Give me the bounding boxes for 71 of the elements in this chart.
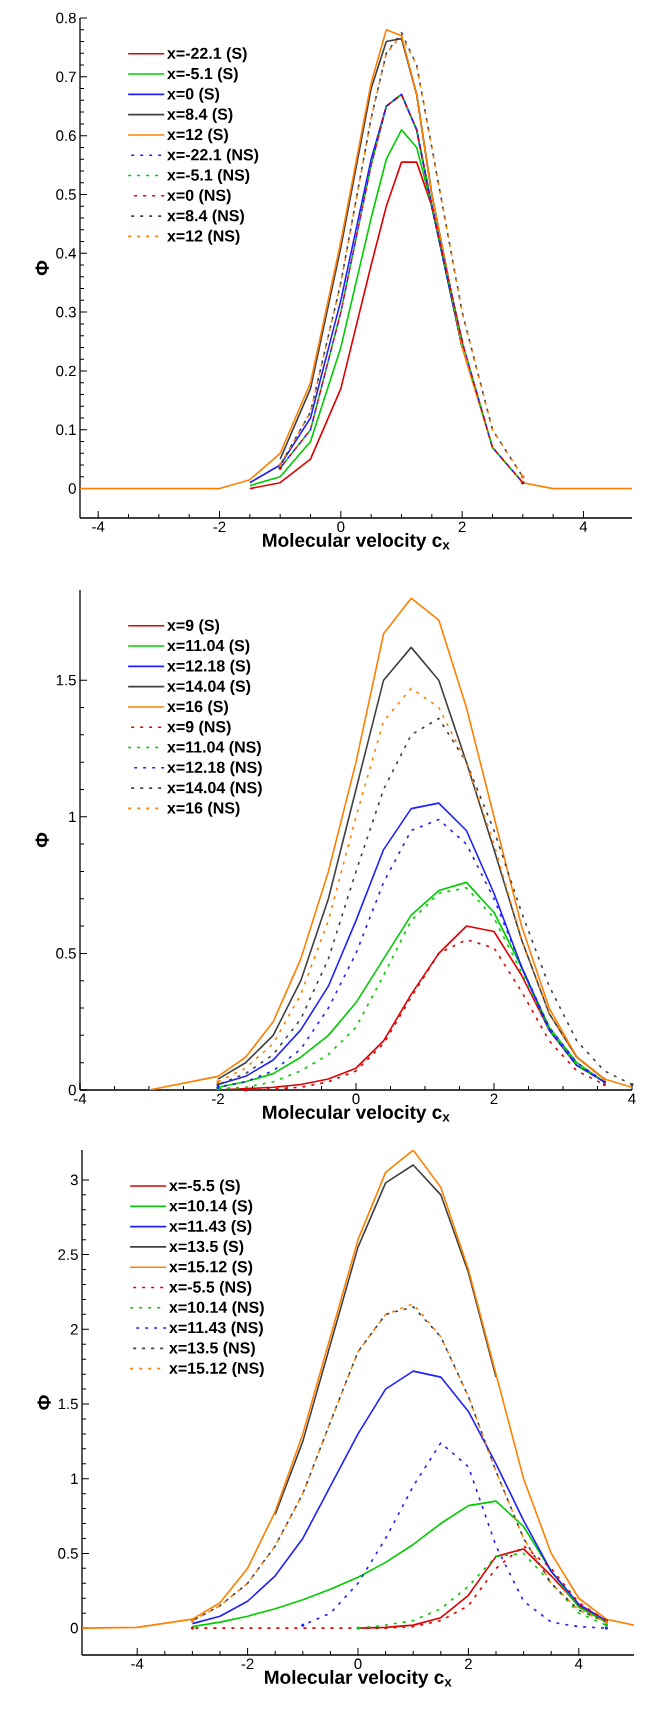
x-tick-label: 2	[464, 1658, 472, 1670]
legend-label: x=-5.1 (NS)	[167, 168, 250, 184]
legend-label: x=-5.5 (NS)	[169, 1280, 252, 1296]
y-tick-label: 0.6	[56, 130, 76, 141]
legend-label: x=8.4 (S)	[167, 108, 233, 124]
x-tick-label: 4	[574, 1658, 583, 1669]
x-tick-label: 0	[337, 521, 345, 533]
y-tick-label: 0.3	[56, 306, 76, 318]
y-tick-label: 1	[71, 1473, 78, 1484]
legend-label: x=9 (S)	[167, 619, 220, 635]
y-tick-label: 0.5	[58, 1548, 78, 1559]
legend-label: x=15.12 (NS)	[169, 1362, 264, 1378]
x-tick-label: -4	[131, 1658, 144, 1669]
x-tick-label: -2	[211, 1093, 224, 1105]
legend-label: x=-5.5 (S)	[169, 1179, 240, 1195]
y-tick-label: 0.5	[56, 189, 76, 200]
x-tick-label: -4	[73, 1093, 87, 1104]
y-tick-label: 1	[69, 811, 76, 822]
y-axis-title: Φ	[37, 1395, 51, 1410]
y-tick-label: 2	[70, 1324, 78, 1335]
x-axis-title: Molecular velocity c$_{x}$	[265, 1670, 452, 1688]
legend-label: x=13.5 (S)	[169, 1240, 244, 1256]
legend-label: x=13.5 (NS)	[169, 1341, 255, 1357]
legend-label: x=14.04 (NS)	[167, 781, 262, 797]
y-axis-title: Φ	[35, 832, 49, 848]
x-tick-label: -2	[213, 521, 226, 533]
legend-label: x=16 (NS)	[167, 801, 240, 817]
legend-label: x=16 (S)	[167, 700, 228, 716]
legend-label: x=11.43 (S)	[169, 1220, 252, 1235]
legend-label: x=11.04 (NS)	[167, 740, 261, 756]
legend-label: x=-22.1 (S)	[167, 47, 247, 63]
x-tick-label: 2	[458, 521, 466, 533]
legend-label: x=12 (S)	[167, 128, 228, 144]
y-axis-title: Φ	[35, 260, 49, 276]
legend-label: x=10.14 (S)	[169, 1199, 253, 1215]
x-tick-label: 4	[628, 1093, 636, 1104]
legend-label: x=11.43 (NS)	[169, 1321, 263, 1337]
y-tick-label: 0.5	[56, 948, 76, 959]
legend-label: x=11.04 (S)	[167, 639, 250, 655]
x-tick-label: 2	[490, 1093, 498, 1105]
y-tick-label: 1.5	[56, 674, 76, 686]
legend-label: x=12.18 (S)	[167, 659, 251, 675]
legend-label: x=-22.1 (NS)	[167, 148, 259, 164]
legend-label: x=0 (NS)	[167, 189, 231, 205]
y-tick-label: 0.8	[56, 12, 76, 24]
x-tick-label: -2	[241, 1658, 254, 1670]
y-tick-label: 0	[70, 1622, 78, 1634]
y-tick-label: 0.7	[56, 71, 76, 83]
legend-label: x=9 (NS)	[167, 720, 231, 736]
legend-label: x=12.18 (NS)	[167, 761, 262, 777]
legend-label: x=-5.1 (S)	[167, 67, 238, 83]
y-tick-label: 0.1	[56, 424, 76, 436]
legend-label: x=0 (S)	[167, 87, 220, 103]
y-tick-label: 3	[70, 1174, 78, 1186]
x-tick-label: -4	[92, 521, 105, 532]
x-tick-label: 0	[354, 1658, 362, 1670]
x-tick-label: 4	[579, 521, 588, 532]
y-tick-label: 0.4	[56, 247, 77, 259]
y-tick-label: 0.2	[56, 365, 76, 377]
y-tick-label: 0	[68, 1084, 76, 1096]
y-tick-label: 2.5	[58, 1249, 78, 1260]
legend-label: x=12 (NS)	[167, 229, 240, 245]
legend-label: x=14.04 (S)	[167, 680, 251, 696]
legend-label: x=8.4 (NS)	[167, 209, 244, 225]
legend-label: x=15.12 (S)	[169, 1260, 253, 1276]
x-tick-label: 0	[352, 1093, 360, 1105]
x-axis-title: Molecular velocity c$_{x}$	[263, 533, 450, 551]
x-axis-title: Molecular velocity c$_{x}$	[263, 1105, 450, 1123]
y-tick-label: 1.5	[58, 1398, 78, 1410]
y-tick-label: 0	[68, 483, 76, 494]
legend-label: x=10.14 (NS)	[169, 1301, 264, 1317]
